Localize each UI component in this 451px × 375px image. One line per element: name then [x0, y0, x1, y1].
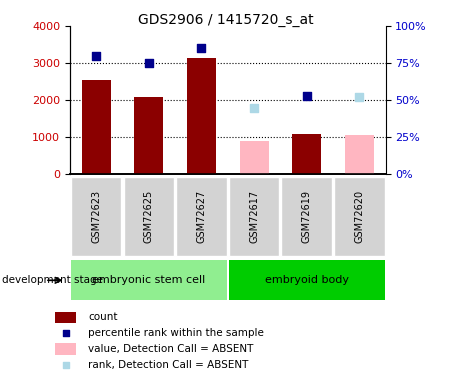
Bar: [187, 58, 216, 174]
Text: GDS2906 / 1415720_s_at: GDS2906 / 1415720_s_at: [138, 13, 313, 27]
Point: [145, 60, 152, 66]
Point: [356, 94, 363, 100]
FancyBboxPatch shape: [281, 177, 332, 256]
Text: GSM72617: GSM72617: [249, 190, 259, 243]
FancyBboxPatch shape: [124, 177, 174, 256]
Text: GSM72627: GSM72627: [197, 190, 207, 243]
Bar: [239, 141, 268, 174]
Point: [92, 53, 100, 59]
Bar: [82, 80, 110, 174]
Point: [62, 330, 69, 336]
Text: GSM72623: GSM72623: [91, 190, 101, 243]
Text: GSM72625: GSM72625: [144, 190, 154, 243]
Point: [303, 93, 310, 99]
Bar: [292, 134, 321, 174]
Text: rank, Detection Call = ABSENT: rank, Detection Call = ABSENT: [88, 360, 249, 370]
Bar: [345, 135, 374, 174]
Text: embryonic stem cell: embryonic stem cell: [92, 275, 206, 285]
Text: development stage: development stage: [2, 275, 103, 285]
Text: embryoid body: embryoid body: [265, 275, 349, 285]
FancyBboxPatch shape: [229, 177, 279, 256]
FancyBboxPatch shape: [71, 261, 227, 300]
Point: [62, 362, 69, 368]
Text: GSM72619: GSM72619: [302, 190, 312, 243]
Bar: [55, 343, 76, 355]
FancyBboxPatch shape: [229, 261, 385, 300]
Text: percentile rank within the sample: percentile rank within the sample: [88, 328, 264, 338]
Point: [250, 105, 258, 111]
Text: value, Detection Call = ABSENT: value, Detection Call = ABSENT: [88, 344, 253, 354]
Point: [198, 45, 205, 51]
Text: count: count: [88, 312, 117, 322]
FancyBboxPatch shape: [334, 177, 385, 256]
FancyBboxPatch shape: [71, 177, 121, 256]
Text: GSM72620: GSM72620: [354, 190, 364, 243]
FancyBboxPatch shape: [176, 177, 227, 256]
Bar: [55, 312, 76, 323]
Bar: [134, 97, 163, 174]
